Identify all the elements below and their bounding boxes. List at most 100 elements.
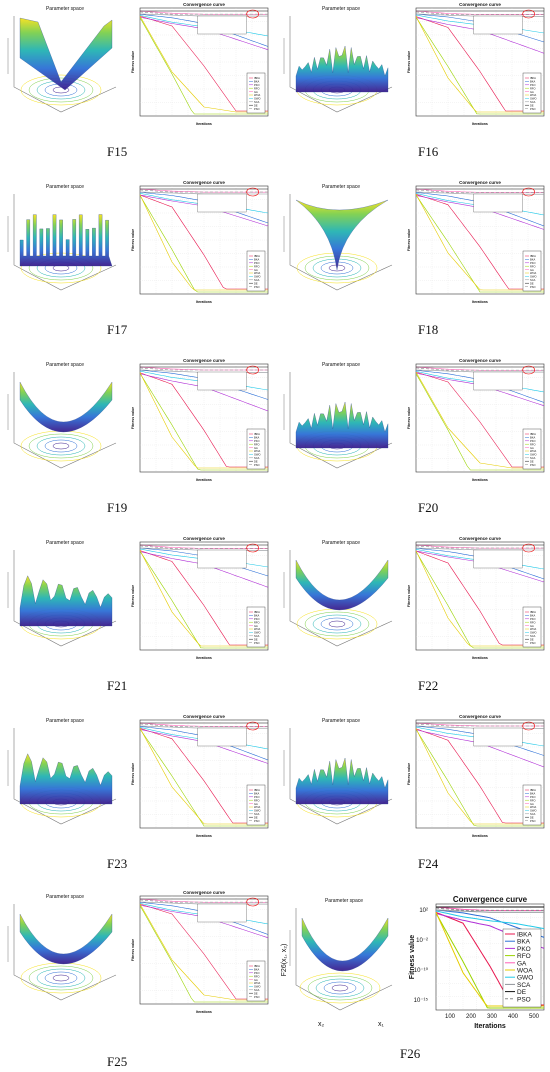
zoom-inset [197,903,247,923]
contour-ring [20,962,102,994]
legend-entry: SCA [530,812,536,816]
y-axis-label: Fitness value [409,935,416,979]
x-axis-label: Iterations [196,656,212,660]
series-line-rfo [139,905,268,1003]
legend-box [246,428,266,470]
legend-entry: PSO [530,107,535,111]
zoom-inset [473,193,523,213]
panel-label: F23 [107,856,128,871]
parameter-space-title: Parameter space [322,6,360,12]
figure-panel-f19: Parameter space Convergence curve Iteratio… [2,358,272,528]
legend-entry: SCA [517,982,531,989]
legend-entry: IBKA [254,432,260,436]
convergence-plot: Convergence curve Iterations Fitness value… [131,536,269,660]
legend-entry: RFO [254,86,259,90]
surface-axes [13,194,117,291]
legend-entry: PSO [530,641,535,645]
x-axis-label: Iterations [472,834,488,838]
panel-graphic: Parameter space Convergence curve Iteratio… [7,890,269,1014]
legend-entry: GA [254,978,258,982]
y-axis-label: Fitness value [131,763,135,785]
surface-axes [13,372,117,469]
series-line-pso [435,907,544,911]
figure-panel-f26: Parameter space Convergence curve Iteratio… [278,890,548,1068]
legend-entry: GA [530,624,534,628]
convergence-title: Convergence curve [183,180,225,185]
legend-entry: BKA [530,258,535,262]
series-line-rfo [415,373,544,471]
convergence-plot: Convergence curve Iterations Fitness value… [131,358,269,482]
x-axis-label: Iterations [472,122,488,126]
surface-axes [13,16,117,113]
surface-axes [289,372,393,469]
contour-ring [44,971,78,985]
series-line-ibka [415,194,544,290]
figure-panel-f18: Parameter space Convergence curve Iteratio… [278,180,548,350]
surface-mesh [295,401,389,449]
legend-box [522,784,542,826]
series-line-woa [415,194,544,291]
y-axis-label: Fitness value [131,939,135,961]
z-axis-label: F26(x₁, x₂) [281,944,288,977]
series-line-ibka [139,903,268,1000]
surface-axes [289,194,393,291]
legend-entry: SCA [254,988,260,992]
legend-entry: SCA [254,278,260,282]
legend-entry: IBKA [517,932,532,939]
legend-entry: GWO [530,453,536,457]
panel-label: F15 [107,144,128,159]
legend-entry: GWO [530,275,536,279]
highlight-circle [522,721,535,731]
y-tick-label: 10² [419,908,428,914]
legend-entry: DE [254,281,258,285]
zoom-inset [197,15,247,35]
panel-graphic: Parameter space Convergence curve Iteratio… [283,358,545,482]
panel-label: F21 [107,678,128,693]
surface-mesh [301,917,389,972]
legend-entry: DE [517,989,527,996]
zoom-inset [197,193,247,213]
surface-mesh [295,559,389,611]
legend-entry: PKO [254,795,259,799]
x-tick-label: 200 [466,1014,477,1020]
legend-entry: WOA [254,805,260,809]
x-tick-label: 500 [529,1014,540,1020]
legend-entry: WOA [530,449,536,453]
legend-entry: WOA [530,271,536,275]
legend-entry: GWO [530,97,536,101]
legend-entry: SCA [254,634,260,638]
parameter-space-title: Parameter space [322,540,360,546]
panel-label: F20 [418,500,439,515]
panel-graphic: Parameter space Convergence curve Iteratio… [7,358,269,482]
legend-entry: PSO [254,463,259,467]
legend-entry: GWO [530,631,536,635]
panel-label: F25 [107,1054,128,1069]
x-axis-label: Iterations [196,834,212,838]
legend-entry: DE [254,637,258,641]
figure-panel-f17: Parameter space Convergence curve Iteratio… [2,180,272,350]
legend-entry: DE [530,103,534,107]
legend-entry: PSO [254,107,259,111]
legend-entry: GA [517,960,527,967]
parameter-space-title: Parameter space [46,184,84,190]
legend-entry: GA [254,446,258,450]
panel-label: F19 [107,500,128,515]
series-line-rfo [415,194,544,293]
legend-entry: GWO [517,975,533,982]
contour-ring [36,80,86,100]
zoom-inset [473,549,523,569]
legend-entry: GWO [530,809,536,813]
parameter-space-plot: Parameter space [283,6,393,113]
legend-entry: DE [530,281,534,285]
legend-entry: WOA [530,627,536,631]
figure-panel-f22: Parameter space Convergence curve Iteratio… [278,536,548,706]
y-axis-label: Fitness value [407,763,411,785]
highlight-circle [522,365,535,375]
zoom-inset [197,549,247,569]
series-line-woa [415,16,544,113]
legend-entry: PKO [530,261,535,265]
figure-panel-f15: Parameter space Convergence curve Iteratio… [2,2,272,172]
